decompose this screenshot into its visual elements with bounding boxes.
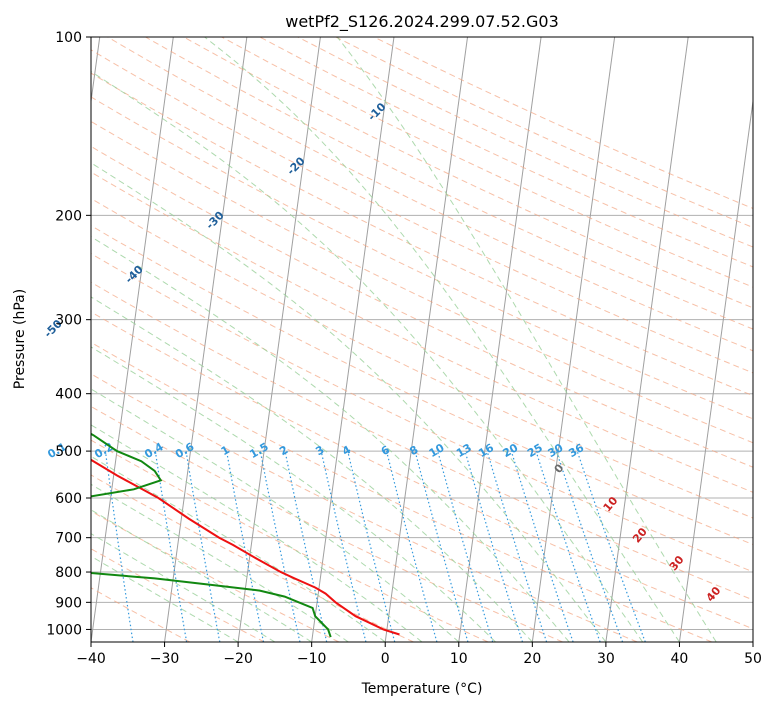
isotherm-line xyxy=(237,37,321,642)
series-line-dewpoint xyxy=(91,432,332,638)
x-tick-label: 10 xyxy=(450,651,468,667)
x-tick-label: −30 xyxy=(150,651,180,667)
profile-traces xyxy=(91,432,400,638)
y-tick-label: 1000 xyxy=(46,622,82,638)
moist-adiabat-line xyxy=(91,346,496,642)
x-tick-label: 30 xyxy=(597,651,615,667)
mixing-ratio-line xyxy=(555,450,624,642)
moist-adiabat-line xyxy=(91,388,460,642)
moist-adiabat-line xyxy=(204,37,680,642)
background-lines xyxy=(91,37,753,642)
isotherm-line xyxy=(605,37,689,642)
mixing-ratio-line xyxy=(226,450,265,642)
moist-adiabat-lines xyxy=(91,37,717,642)
dry-adiabat-line xyxy=(91,96,753,420)
moist-adiabat-line xyxy=(91,483,349,642)
mixing-ratio-line xyxy=(486,450,548,642)
plot-area xyxy=(91,37,753,642)
x-tick-label: 50 xyxy=(744,651,762,667)
x-tick-label: 0 xyxy=(381,651,390,667)
mixing-ratio-lines xyxy=(104,450,646,642)
dry-adiabat-line xyxy=(107,37,753,352)
dry-adiabat-line xyxy=(91,281,753,601)
y-tick-label: 100 xyxy=(55,30,82,46)
moist-adiabat-line xyxy=(91,162,607,642)
moist-adiabat-line xyxy=(91,296,533,642)
mixing-ratio-line xyxy=(386,450,438,642)
series-line-temperature xyxy=(91,458,400,636)
chart-title: wetPf2_S126.2024.299.07.52.G03 xyxy=(285,12,559,32)
y-axis: 100 200 300 400 500 600 700 800 900 1000 xyxy=(46,30,91,638)
x-axis-label: Temperature (°C) xyxy=(361,681,483,697)
dry-adiabat-line xyxy=(221,37,753,288)
dry-adiabat-line xyxy=(91,510,340,642)
isotherm-line xyxy=(91,37,174,642)
mixing-ratio-line xyxy=(284,450,328,642)
x-tick-label: −40 xyxy=(76,651,106,667)
moist-adiabat-line xyxy=(91,236,570,642)
mixing-ratio-line xyxy=(437,450,494,642)
y-tick-label: 600 xyxy=(55,491,82,507)
isotherm-line xyxy=(164,37,248,642)
mixing-ratio-line xyxy=(259,450,301,642)
x-tick-label: 20 xyxy=(523,651,541,667)
dry-adiabat-line xyxy=(145,37,753,330)
mixing-ratio-line xyxy=(510,450,574,642)
isotherm-line xyxy=(458,37,542,642)
dry-adiabat-line xyxy=(91,225,753,546)
dry-adiabat-line xyxy=(91,311,753,630)
moist-adiabat-line xyxy=(91,70,644,642)
mixing-ratio-line xyxy=(576,450,646,642)
moist-adiabat-line xyxy=(336,37,717,642)
dry-adiabat-line xyxy=(91,72,753,397)
dry-adiabat-line xyxy=(91,171,753,493)
mixing-ratio-line xyxy=(104,451,134,642)
x-axis: −40 −30 −20 −10 0 10 20 30 40 50 xyxy=(76,642,762,667)
moist-adiabat-line xyxy=(91,424,423,642)
x-tick-label: 40 xyxy=(671,651,689,667)
isotherm-line xyxy=(531,37,616,642)
isotherm-line xyxy=(91,37,101,105)
mixing-ratio-line xyxy=(347,450,396,642)
x-tick-label: −20 xyxy=(223,651,253,667)
y-tick-label: 800 xyxy=(55,565,82,581)
mixing-ratio-line xyxy=(535,450,601,642)
y-tick-label: 900 xyxy=(55,595,82,611)
dry-adiabat-line xyxy=(91,197,753,519)
dry-adiabat-lines xyxy=(91,37,753,642)
isotherm-line xyxy=(384,37,469,642)
mixing-ratio-line xyxy=(464,450,524,642)
dry-adiabat-line xyxy=(91,405,563,642)
y-tick-label: 400 xyxy=(55,387,82,403)
moist-adiabat-line xyxy=(91,455,386,642)
isotherm-line xyxy=(678,97,753,642)
dry-adiabat-line xyxy=(91,253,753,573)
y-tick-label: 300 xyxy=(55,313,82,329)
dry-adiabat-line xyxy=(91,548,265,642)
y-tick-label: 500 xyxy=(55,444,82,460)
y-axis-label: Pressure (hPa) xyxy=(12,289,28,389)
x-tick-label: −10 xyxy=(297,651,327,667)
dry-adiabat-line xyxy=(91,341,712,642)
y-tick-label: 700 xyxy=(55,531,82,547)
isotherm-line xyxy=(752,638,753,642)
mixing-ratio-line xyxy=(414,450,469,642)
plot-frame xyxy=(90,36,754,643)
y-tick-label: 200 xyxy=(55,208,82,224)
dry-adiabat-line xyxy=(91,373,638,642)
